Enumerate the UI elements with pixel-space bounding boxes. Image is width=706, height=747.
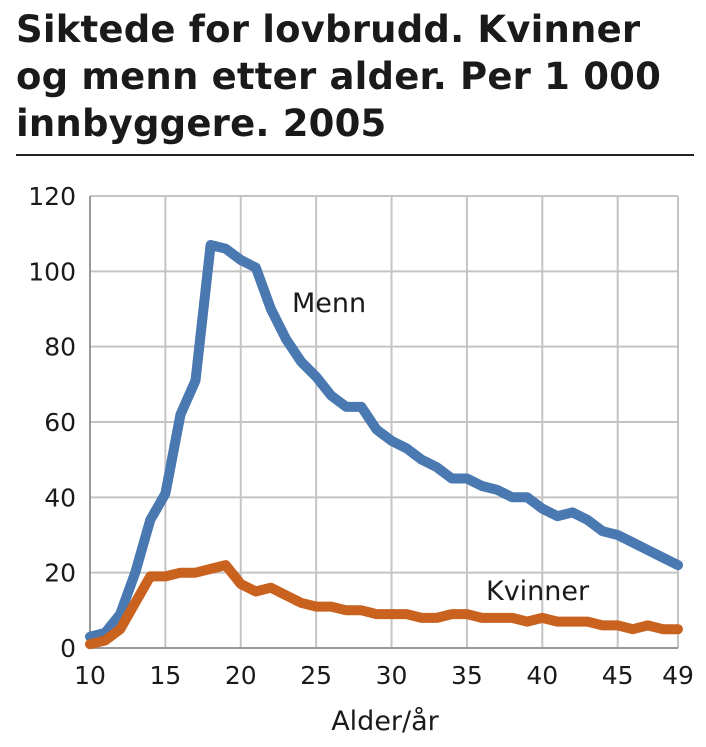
x-tick-label: 10 <box>74 661 106 690</box>
y-tick-label: 80 <box>44 333 76 362</box>
y-tick-label: 0 <box>60 634 76 663</box>
x-tick-label: 15 <box>149 661 181 690</box>
y-axis-ticks: 0 20 40 60 80 100 120 <box>28 182 76 663</box>
x-axis-ticks: 10 15 20 25 30 35 40 45 49 <box>74 661 694 690</box>
x-tick-label: 49 <box>662 661 694 690</box>
title-divider <box>16 154 694 156</box>
y-tick-label: 20 <box>44 559 76 588</box>
series-label-kvinner: Kvinner <box>486 576 590 607</box>
y-tick-label: 60 <box>44 408 76 437</box>
chart-title: Siktede for lovbrudd. Kvinner og menn et… <box>16 8 662 145</box>
x-tick-label: 20 <box>225 661 257 690</box>
x-tick-label: 30 <box>376 661 408 690</box>
x-tick-label: 35 <box>451 661 483 690</box>
x-axis-label: Alder/år <box>331 706 439 737</box>
series-lines <box>85 240 683 650</box>
y-tick-label: 120 <box>28 182 76 211</box>
y-tick-label: 100 <box>28 257 76 286</box>
series-label-menn: Menn <box>292 288 366 319</box>
x-tick-label: 45 <box>602 661 634 690</box>
series-labels: Menn Kvinner <box>292 288 590 607</box>
x-tick-label: 40 <box>526 661 558 690</box>
y-tick-label: 40 <box>44 483 76 512</box>
x-tick-label: 25 <box>300 661 332 690</box>
series-line-kvinner <box>85 560 683 650</box>
series-line-menn <box>85 240 683 642</box>
